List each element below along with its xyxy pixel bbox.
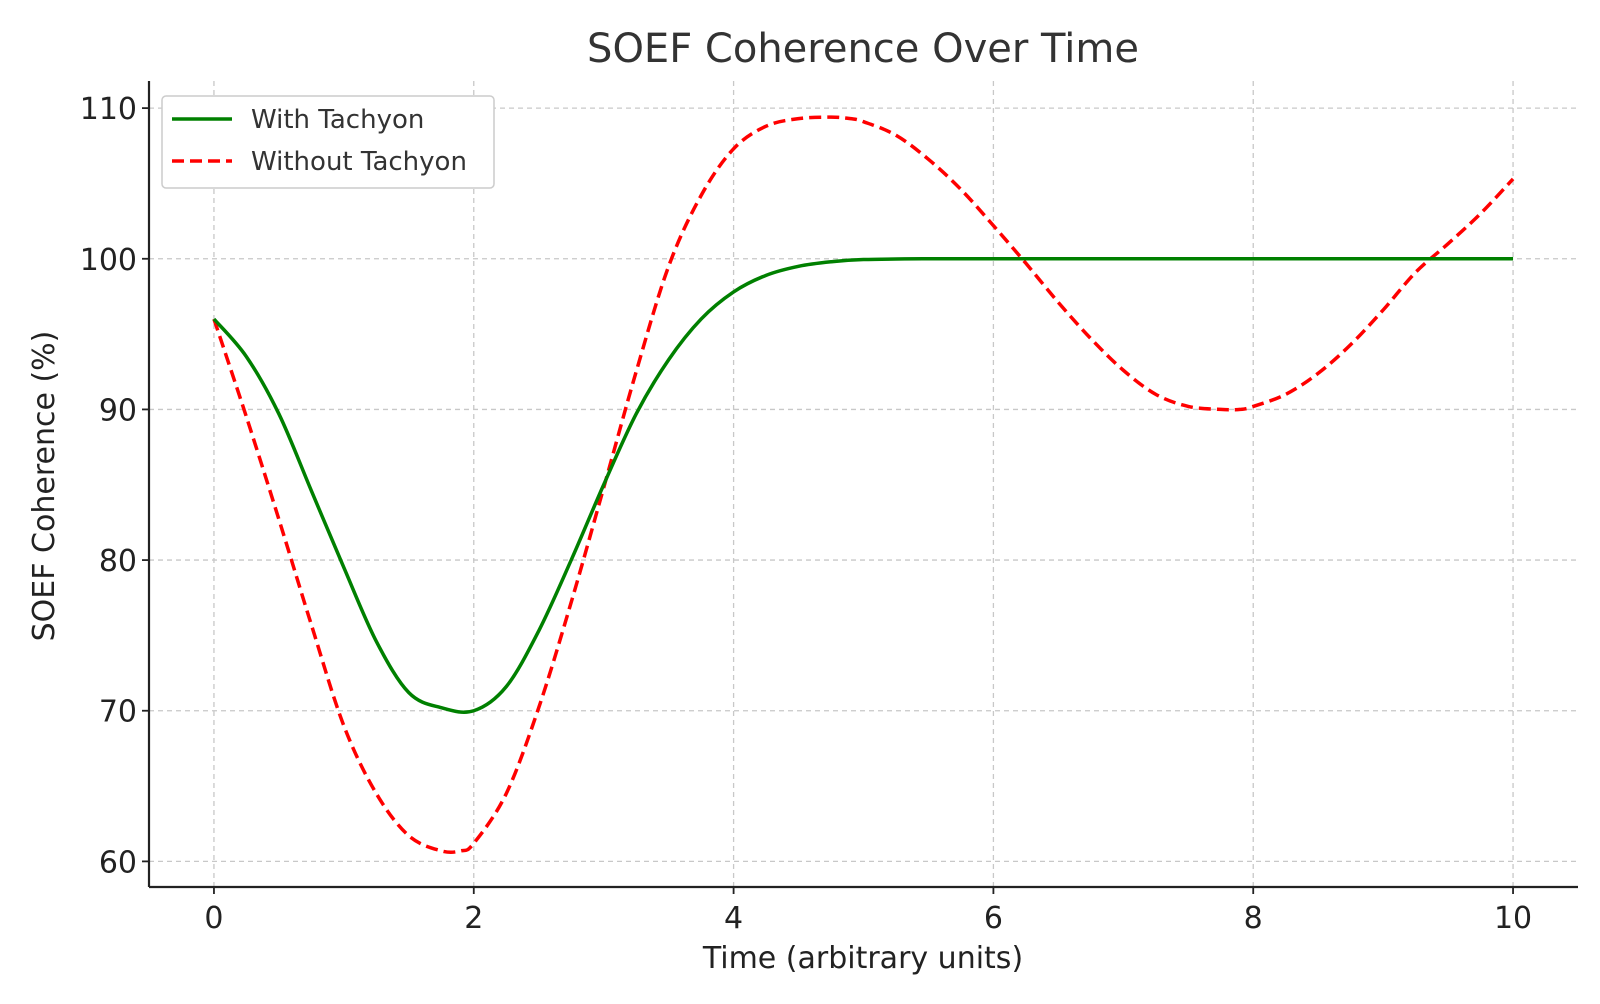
y-tick-label: 100 xyxy=(80,243,137,278)
axes xyxy=(142,81,1578,894)
x-tick-label: 10 xyxy=(1494,901,1532,936)
y-tick-label: 70 xyxy=(99,695,137,730)
x-tick-label: 8 xyxy=(1244,901,1263,936)
y-axis-label: SOEF Coherence (%) xyxy=(27,331,62,642)
x-axis-label: Time (arbitrary units) xyxy=(702,941,1023,976)
x-tick-label: 4 xyxy=(724,901,743,936)
x-tick-label: 6 xyxy=(984,901,1003,936)
legend-label-without-tachyon: Without Tachyon xyxy=(251,147,467,177)
y-tick-label: 90 xyxy=(99,393,137,428)
series-line-without-tachyon xyxy=(212,115,1515,855)
y-tick-label: 110 xyxy=(80,92,137,127)
legend: With Tachyon Without Tachyon xyxy=(161,95,495,189)
y-tick-label: 60 xyxy=(99,845,137,880)
legend-label-with-tachyon: With Tachyon xyxy=(251,105,424,135)
x-tick-label: 2 xyxy=(464,901,483,936)
y-tick-label: 80 xyxy=(99,544,137,579)
series-lines xyxy=(212,115,1515,855)
legend-box xyxy=(161,95,495,189)
series-line-with-tachyon xyxy=(212,256,1514,714)
chart-title: SOEF Coherence Over Time xyxy=(587,26,1139,72)
x-tick-label: 0 xyxy=(204,901,223,936)
tick-labels: 0 2 4 6 8 10 60 70 80 90 100 110 xyxy=(80,92,1532,936)
